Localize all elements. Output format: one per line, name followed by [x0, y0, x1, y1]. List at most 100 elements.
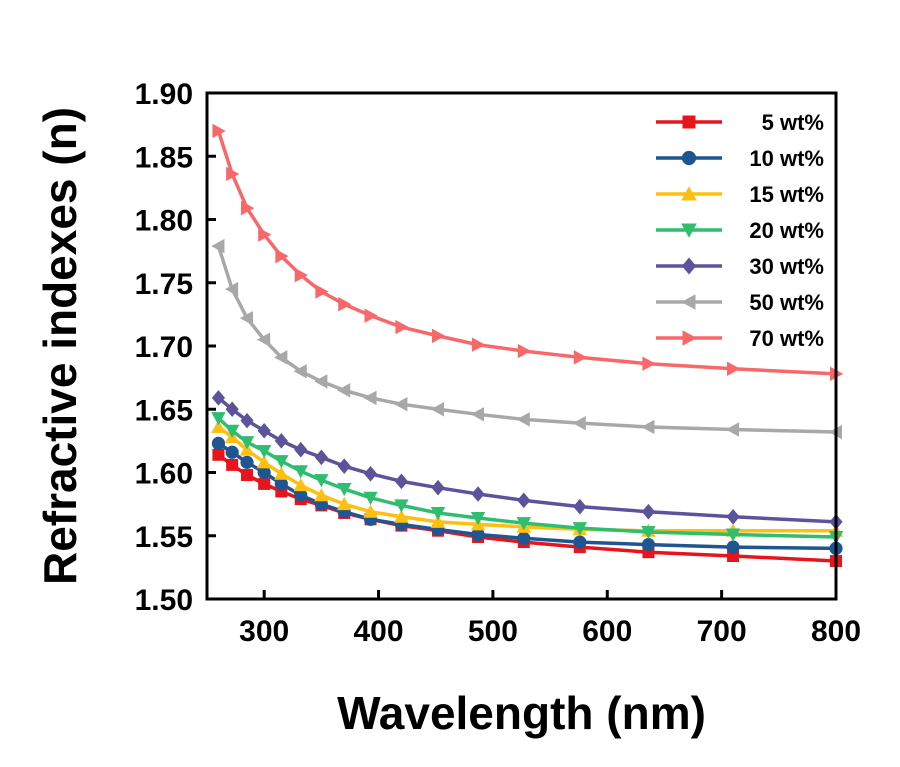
- legend-item: 15 wt%: [656, 182, 824, 207]
- x-tick-label: 500: [468, 615, 518, 648]
- y-tick-label: 1.60: [135, 458, 193, 491]
- data-point: [256, 444, 272, 459]
- y-tick-label: 1.90: [135, 78, 193, 111]
- y-tick-label: 1.80: [135, 205, 193, 238]
- data-point: [256, 332, 271, 347]
- data-point: [294, 441, 308, 458]
- data-point: [363, 465, 378, 482]
- series-10-wt: [211, 436, 843, 556]
- legend-item: 70 wt%: [656, 326, 824, 351]
- legend-item: 5 wt%: [656, 110, 824, 135]
- legend-marker: [681, 150, 697, 166]
- y-tick-label: 1.85: [135, 141, 193, 174]
- data-point: [211, 390, 226, 406]
- data-point: [516, 517, 531, 531]
- legend-label: 70 wt%: [749, 326, 824, 351]
- legend: 5 wt% 10 wt% 15 wt% 20 wt% 30 wt% 50 wt% 70 wt…: [656, 110, 824, 351]
- data-point: [314, 474, 329, 488]
- data-point: [226, 166, 240, 182]
- legend-marker: [682, 330, 697, 346]
- x-tick-label: 700: [697, 615, 747, 648]
- data-point: [432, 328, 446, 344]
- data-point: [211, 419, 226, 433]
- y-axis-title: Refractive indexes (n): [34, 107, 86, 585]
- data-point: [337, 458, 351, 474]
- data-point: [727, 361, 741, 376]
- data-point: [394, 473, 409, 490]
- series-line-50-wt: [216, 245, 837, 434]
- data-point: [573, 498, 587, 515]
- data-point: [258, 477, 271, 490]
- data-point: [394, 396, 408, 412]
- data-point: [430, 402, 445, 417]
- data-point: [641, 538, 656, 552]
- data-point: [240, 455, 254, 469]
- data-point: [212, 123, 226, 139]
- x-tick-label: 300: [239, 615, 289, 648]
- legend-marker: [681, 257, 697, 275]
- data-point: [364, 308, 378, 323]
- series-line-70-wt: [216, 130, 837, 376]
- x-axis-title: Wavelength (nm): [337, 687, 706, 739]
- x-tick-label: 400: [354, 615, 404, 648]
- data-point: [572, 522, 588, 536]
- x-tick-label: 800: [811, 615, 861, 648]
- data-point: [517, 531, 531, 545]
- data-point: [239, 310, 254, 326]
- legend-item: 30 wt%: [656, 254, 824, 279]
- data-point: [274, 466, 289, 480]
- data-point: [258, 227, 272, 242]
- legend-marker: [681, 186, 697, 201]
- legend-label: 30 wt%: [749, 254, 824, 279]
- y-tick-label: 1.70: [135, 331, 193, 364]
- legend-label: 20 wt%: [749, 218, 824, 243]
- data-point: [224, 281, 239, 297]
- data-point: [573, 535, 587, 549]
- data-point: [314, 374, 328, 389]
- data-point: [211, 238, 225, 254]
- data-point: [726, 540, 740, 554]
- data-point: [573, 350, 588, 365]
- y-tick-label: 1.55: [135, 521, 193, 554]
- series-70-wt: [212, 123, 844, 382]
- data-point: [274, 433, 288, 449]
- data-point: [226, 458, 239, 471]
- data-point: [314, 449, 328, 466]
- x-tick-label: 600: [582, 615, 632, 648]
- data-point: [224, 424, 240, 438]
- data-point: [241, 469, 254, 482]
- data-point: [395, 319, 409, 335]
- data-point: [337, 496, 352, 511]
- legend-item: 20 wt%: [656, 218, 824, 243]
- data-point: [430, 514, 446, 528]
- data-point: [293, 477, 308, 492]
- data-point: [471, 486, 485, 502]
- data-point: [363, 504, 378, 518]
- data-point: [725, 422, 740, 437]
- data-point: [726, 508, 740, 525]
- data-point: [275, 248, 289, 264]
- data-point: [641, 419, 655, 435]
- y-tick-label: 1.75: [135, 268, 193, 301]
- data-point: [572, 415, 586, 431]
- data-point: [274, 350, 288, 365]
- data-point: [314, 488, 329, 502]
- series-30-wt: [211, 390, 843, 530]
- data-point: [725, 528, 741, 542]
- data-point: [274, 455, 289, 469]
- data-point: [240, 412, 254, 429]
- data-point: [211, 436, 226, 451]
- series-20-wt: [211, 412, 844, 545]
- data-point: [337, 482, 352, 497]
- data-point: [516, 412, 530, 427]
- data-point: [641, 503, 656, 520]
- legend-label: 5 wt%: [762, 110, 824, 135]
- data-point: [225, 401, 239, 418]
- data-point: [239, 436, 255, 450]
- series-line-15-wt: [217, 425, 836, 533]
- legend-marker: [681, 294, 696, 310]
- series-50-wt: [211, 238, 842, 440]
- y-tick-label: 1.65: [135, 394, 193, 427]
- data-point: [337, 383, 351, 398]
